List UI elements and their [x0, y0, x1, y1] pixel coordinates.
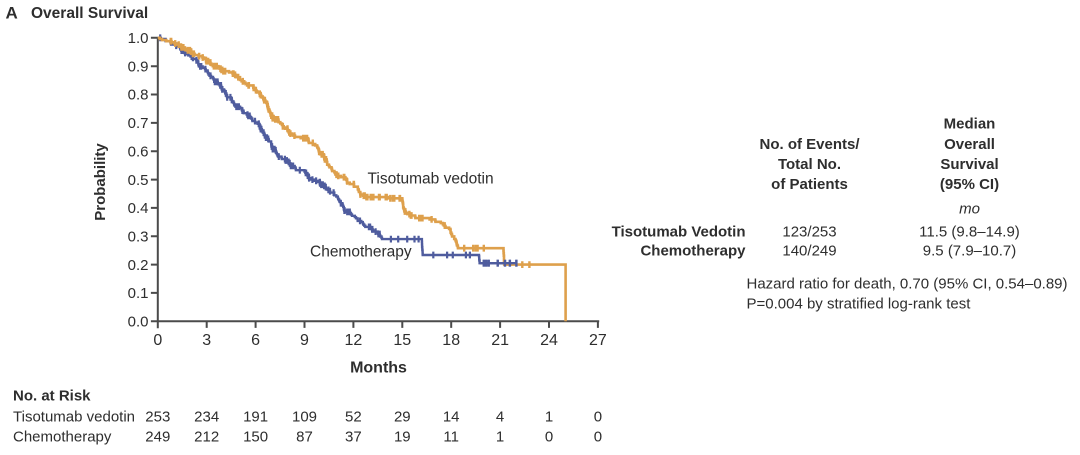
svg-text:21: 21 [491, 332, 509, 349]
svg-text:0: 0 [594, 429, 602, 446]
svg-text:0.0: 0.0 [128, 314, 149, 331]
svg-text:19: 19 [394, 429, 411, 446]
svg-text:37: 37 [345, 429, 362, 446]
svg-text:11.5 (9.8–14.9): 11.5 (9.8–14.9) [919, 224, 1020, 241]
svg-text:24: 24 [540, 332, 558, 349]
svg-text:52: 52 [345, 409, 362, 426]
svg-text:12: 12 [345, 332, 363, 349]
svg-text:0: 0 [594, 409, 602, 426]
svg-text:Chemotherapy: Chemotherapy [640, 243, 746, 260]
svg-text:A: A [6, 4, 18, 23]
svg-text:(95% CI): (95% CI) [940, 176, 999, 193]
svg-text:191: 191 [243, 409, 268, 426]
svg-text:9: 9 [300, 332, 309, 349]
svg-text:mo: mo [959, 201, 980, 218]
svg-text:0: 0 [545, 429, 553, 446]
svg-text:0.3: 0.3 [128, 228, 149, 245]
svg-text:140/249: 140/249 [782, 243, 836, 260]
svg-text:1: 1 [545, 409, 553, 426]
svg-text:1.0: 1.0 [128, 30, 149, 47]
svg-text:249: 249 [145, 429, 170, 446]
svg-text:0.8: 0.8 [128, 87, 149, 104]
svg-text:0: 0 [153, 332, 162, 349]
svg-text:Hazard ratio for death, 0.70 (: Hazard ratio for death, 0.70 (95% CI, 0.… [747, 276, 1068, 293]
svg-text:Survival: Survival [940, 156, 998, 173]
svg-text:0.2: 0.2 [128, 257, 149, 274]
svg-text:P=0.004 by stratified log-rank: P=0.004 by stratified log-rank test [747, 296, 972, 313]
svg-text:29: 29 [394, 409, 411, 426]
svg-text:0.4: 0.4 [128, 200, 149, 217]
svg-text:Tisotumab vedotin: Tisotumab vedotin [368, 171, 494, 188]
svg-text:123/253: 123/253 [782, 224, 836, 241]
svg-text:4: 4 [496, 409, 504, 426]
svg-text:Tisotumab vedotin: Tisotumab vedotin [13, 409, 135, 426]
svg-text:0.7: 0.7 [128, 115, 149, 132]
svg-text:Total No.: Total No. [778, 156, 841, 173]
svg-text:0.1: 0.1 [128, 285, 149, 302]
svg-text:Probability: Probability [92, 143, 109, 221]
svg-text:1: 1 [496, 429, 504, 446]
svg-text:0.9: 0.9 [128, 58, 149, 75]
svg-text:No. of Events/: No. of Events/ [759, 136, 860, 153]
svg-text:18: 18 [442, 332, 460, 349]
svg-text:15: 15 [393, 332, 411, 349]
svg-text:Tisotumab Vedotin: Tisotumab Vedotin [612, 224, 746, 241]
svg-text:Overall: Overall [944, 136, 995, 153]
svg-text:6: 6 [251, 332, 260, 349]
svg-text:109: 109 [292, 409, 317, 426]
svg-text:87: 87 [296, 429, 313, 446]
svg-text:Median: Median [944, 116, 996, 133]
svg-text:3: 3 [202, 332, 211, 349]
svg-text:Chemotherapy: Chemotherapy [310, 244, 412, 261]
svg-text:No. at Risk: No. at Risk [13, 388, 91, 405]
svg-text:Chemotherapy: Chemotherapy [13, 429, 112, 446]
svg-text:14: 14 [443, 409, 460, 426]
svg-text:212: 212 [194, 429, 219, 446]
svg-text:Months: Months [350, 360, 407, 377]
svg-text:Overall Survival: Overall Survival [31, 5, 148, 22]
svg-text:of Patients: of Patients [771, 176, 848, 193]
svg-text:27: 27 [589, 332, 607, 349]
svg-text:0.6: 0.6 [128, 143, 149, 160]
svg-text:0.5: 0.5 [128, 172, 149, 189]
svg-text:150: 150 [243, 429, 268, 446]
svg-text:11: 11 [443, 429, 459, 446]
svg-text:9.5 (7.9–10.7): 9.5 (7.9–10.7) [923, 243, 1016, 260]
svg-text:234: 234 [194, 409, 219, 426]
svg-text:253: 253 [145, 409, 170, 426]
